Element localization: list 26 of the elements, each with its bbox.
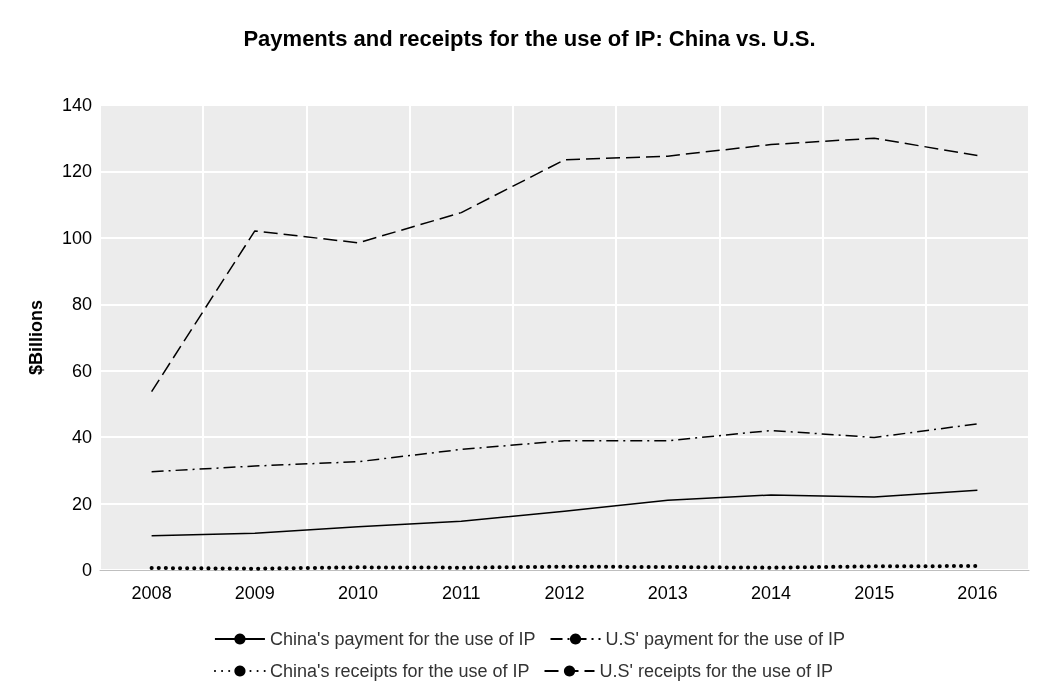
chart-title: Payments and receipts for the use of IP: China vs. U.S. <box>243 25 816 51</box>
y-tick-label: 0 <box>81 560 92 580</box>
y-tick-label: 80 <box>71 294 92 315</box>
x-tick-label: 2016 <box>957 583 998 603</box>
x-tick-label: 2008 <box>131 583 172 603</box>
x-tick-label: 2013 <box>647 583 688 603</box>
line-series <box>150 489 979 537</box>
y-tick-label: 20 <box>71 493 92 514</box>
y-tick-label: 60 <box>71 360 92 381</box>
legend-label: U.S' payment for the use of IP <box>605 629 846 649</box>
y-axis-title: $Billions <box>26 299 46 376</box>
y-tick-label: 140 <box>61 95 92 115</box>
legend-label: China's payment for the use of IP <box>269 629 536 649</box>
x-tick-label: 2014 <box>750 583 791 603</box>
x-tick-label: 2011 <box>441 583 481 603</box>
y-tick-label: 100 <box>61 227 92 248</box>
x-tick-label: 2010 <box>338 583 379 603</box>
x-tick-label: 2015 <box>854 583 895 603</box>
line-series <box>150 137 979 393</box>
legend-label: U.S' receipts for the use of IP <box>599 661 834 681</box>
y-tick-label: 40 <box>71 427 92 448</box>
legend-label: China's receipts for the use of IP <box>269 661 530 681</box>
x-tick-label: 2012 <box>544 583 585 603</box>
y-tick-label: 120 <box>61 161 92 182</box>
line-series <box>150 423 979 473</box>
x-tick-label: 2009 <box>234 583 275 603</box>
